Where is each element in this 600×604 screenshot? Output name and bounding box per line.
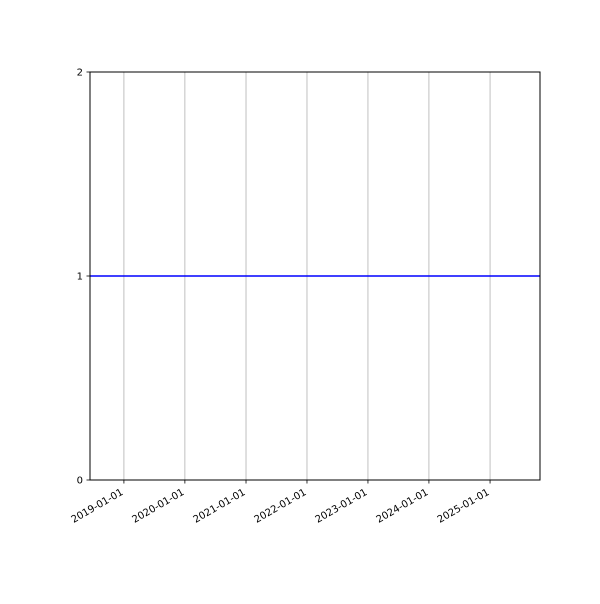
x-tick-label: 2024-01-01 — [375, 487, 431, 526]
y-tick-label: 0 — [77, 476, 83, 487]
x-tick-label: 2022-01-01 — [253, 487, 309, 526]
x-tick-label: 2019-01-01 — [70, 487, 126, 526]
x-tick-label: 2021-01-01 — [192, 487, 248, 526]
x-tick-label: 2020-01-01 — [131, 487, 187, 526]
x-tick-label: 2023-01-01 — [314, 487, 370, 526]
y-tick-label: 1 — [77, 272, 83, 283]
y-tick-label: 2 — [77, 68, 83, 79]
x-tick-label: 2025-01-01 — [436, 487, 492, 526]
